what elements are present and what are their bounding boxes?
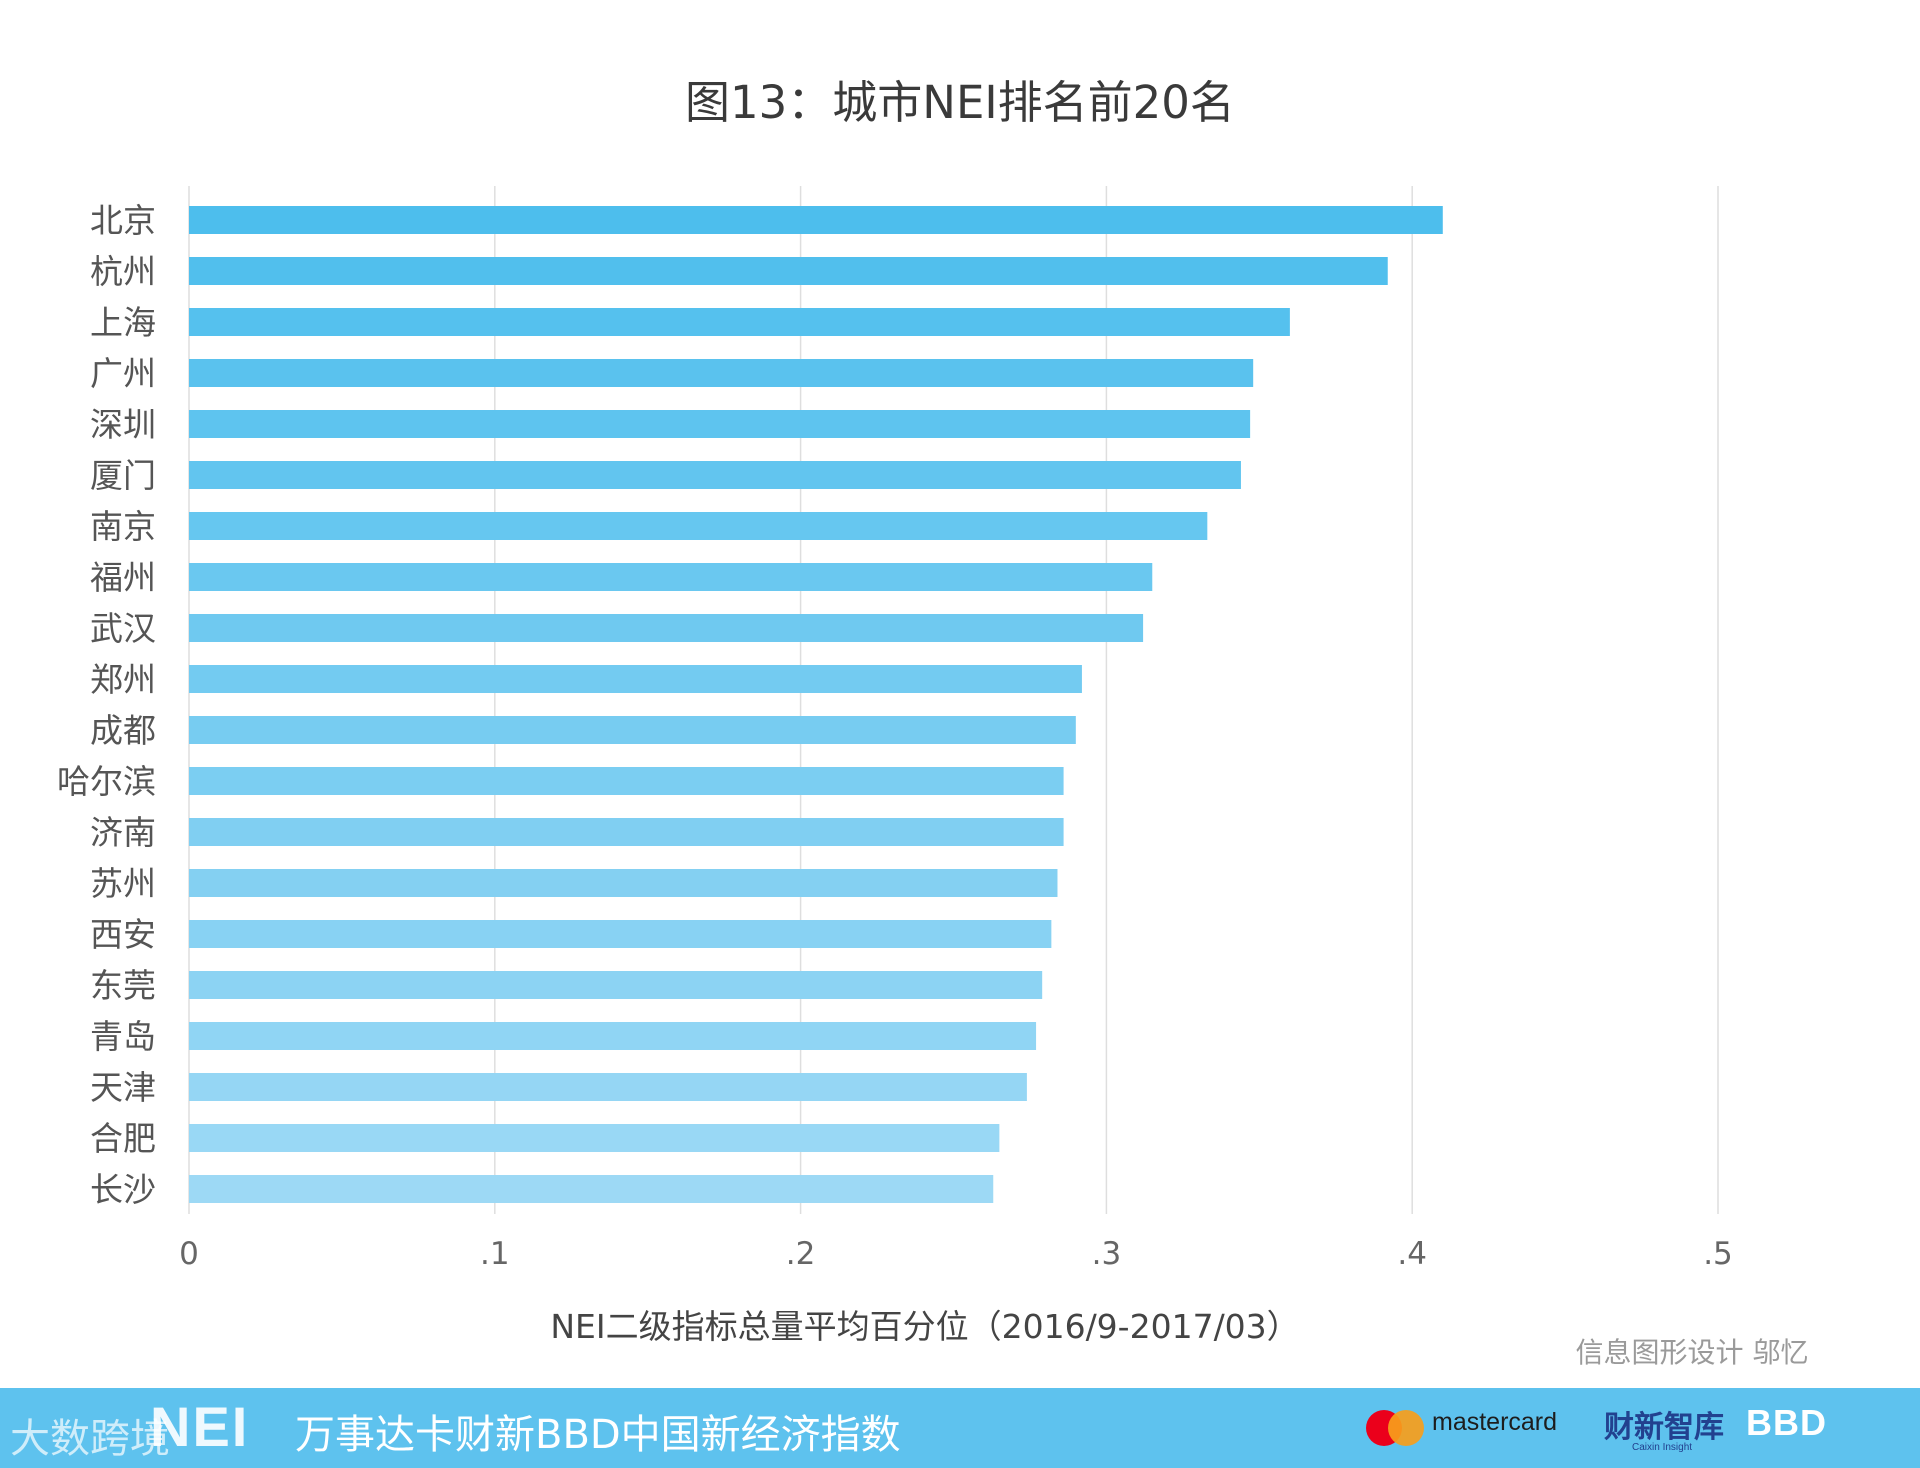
bar xyxy=(189,716,1076,744)
category-label: 福州 xyxy=(90,558,156,597)
bar xyxy=(189,1022,1037,1050)
bar xyxy=(189,461,1241,489)
bar xyxy=(189,1175,994,1203)
bars xyxy=(189,206,1443,1203)
chart-title: 图13：城市NEI排名前20名 xyxy=(685,76,1235,129)
bar xyxy=(189,359,1254,387)
bar xyxy=(189,1073,1027,1101)
category-label: 天津 xyxy=(90,1068,156,1107)
category-label: 北京 xyxy=(90,201,156,240)
watermark-text: 大数跨境 xyxy=(10,1416,170,1462)
bar xyxy=(189,1124,1000,1152)
category-label: 苏州 xyxy=(90,864,156,903)
category-label: 西安 xyxy=(90,915,156,954)
category-label: 成都 xyxy=(90,711,156,750)
bar xyxy=(189,206,1443,234)
category-label: 深圳 xyxy=(90,405,156,444)
bar xyxy=(189,563,1153,591)
caixin-logo: 财新智库 xyxy=(1604,1410,1724,1445)
bar xyxy=(189,614,1144,642)
bar xyxy=(189,920,1052,948)
category-label: 济南 xyxy=(90,813,156,852)
category-label: 武汉 xyxy=(90,609,156,648)
mastercard-logo-icon xyxy=(1366,1410,1424,1446)
x-tick-labels: 0 .1 .2 .3 .4 .5 xyxy=(179,1236,1733,1272)
bar xyxy=(189,308,1290,336)
x-tick-label: 0 xyxy=(179,1236,199,1272)
bar xyxy=(189,767,1064,795)
x-tick-label: .3 xyxy=(1092,1236,1122,1272)
bar xyxy=(189,410,1251,438)
bar xyxy=(189,869,1058,897)
x-axis-label: NEI二级指标总量平均百分位（2016/9-2017/03） xyxy=(550,1307,1299,1346)
index-name: 万事达卡财新BBD中国新经济指数 xyxy=(295,1412,901,1458)
design-credit: 信息图形设计 邬忆 xyxy=(1576,1336,1809,1369)
category-label: 青岛 xyxy=(90,1017,156,1056)
bar xyxy=(189,512,1208,540)
category-label: 南京 xyxy=(90,507,156,546)
category-label: 厦门 xyxy=(90,456,156,495)
x-tick-label: .1 xyxy=(480,1236,510,1272)
category-label: 合肥 xyxy=(90,1119,156,1158)
bar xyxy=(189,971,1043,999)
mastercard-wordmark: mastercard xyxy=(1432,1408,1558,1436)
category-label: 广州 xyxy=(90,354,156,393)
x-tick-label: .4 xyxy=(1397,1236,1427,1272)
footer-bar: 大数跨境 NEI 万事达卡财新BBD中国新经济指数 mastercard 财新智… xyxy=(0,1388,1920,1468)
bar xyxy=(189,257,1388,285)
caixin-subtitle: Caixin Insight xyxy=(1632,1442,1693,1453)
bbd-logo: BBD xyxy=(1746,1402,1827,1443)
category-label: 东莞 xyxy=(90,966,156,1005)
category-label: 哈尔滨 xyxy=(57,762,156,801)
bar xyxy=(189,665,1082,693)
category-label: 杭州 xyxy=(90,252,156,291)
gridlines xyxy=(188,186,1719,1214)
category-label: 上海 xyxy=(90,303,156,342)
bar xyxy=(189,818,1064,846)
category-labels: 北京杭州上海广州深圳厦门南京福州武汉郑州成都哈尔滨济南苏州西安东莞青岛天津合肥长… xyxy=(57,201,156,1209)
category-label: 郑州 xyxy=(90,660,156,699)
nei-logo: NEI xyxy=(150,1395,250,1458)
category-label: 长沙 xyxy=(90,1170,156,1209)
x-tick-label: .2 xyxy=(786,1236,816,1272)
x-tick-label: .5 xyxy=(1703,1236,1733,1272)
